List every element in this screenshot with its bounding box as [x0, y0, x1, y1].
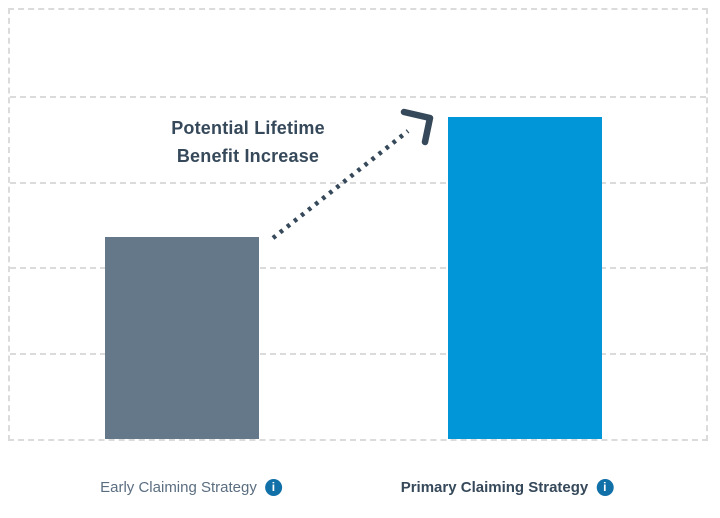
plot-area: Potential Lifetime Benefit Increase: [8, 8, 708, 441]
gridline: [10, 353, 706, 356]
info-icon[interactable]: i: [264, 478, 282, 496]
primary-strategy-label-text: Primary Claiming Strategy: [400, 478, 589, 496]
annotation-line2: Benefit Increase: [176, 146, 320, 166]
early-strategy-bar: [105, 237, 259, 439]
annotation-line1: Potential Lifetime: [171, 118, 325, 138]
info-icon[interactable]: i: [596, 478, 614, 496]
annotation-text: Potential Lifetime Benefit Increase: [141, 114, 355, 170]
early-strategy-label: Early Claiming Strategy i: [100, 477, 282, 497]
primary-strategy-label: Primary Claiming Strategy i: [401, 477, 614, 497]
gridline: [10, 267, 706, 270]
primary-strategy-bar: [448, 117, 602, 439]
gridline: [10, 95, 706, 98]
early-strategy-label-text: Early Claiming Strategy: [100, 478, 257, 496]
